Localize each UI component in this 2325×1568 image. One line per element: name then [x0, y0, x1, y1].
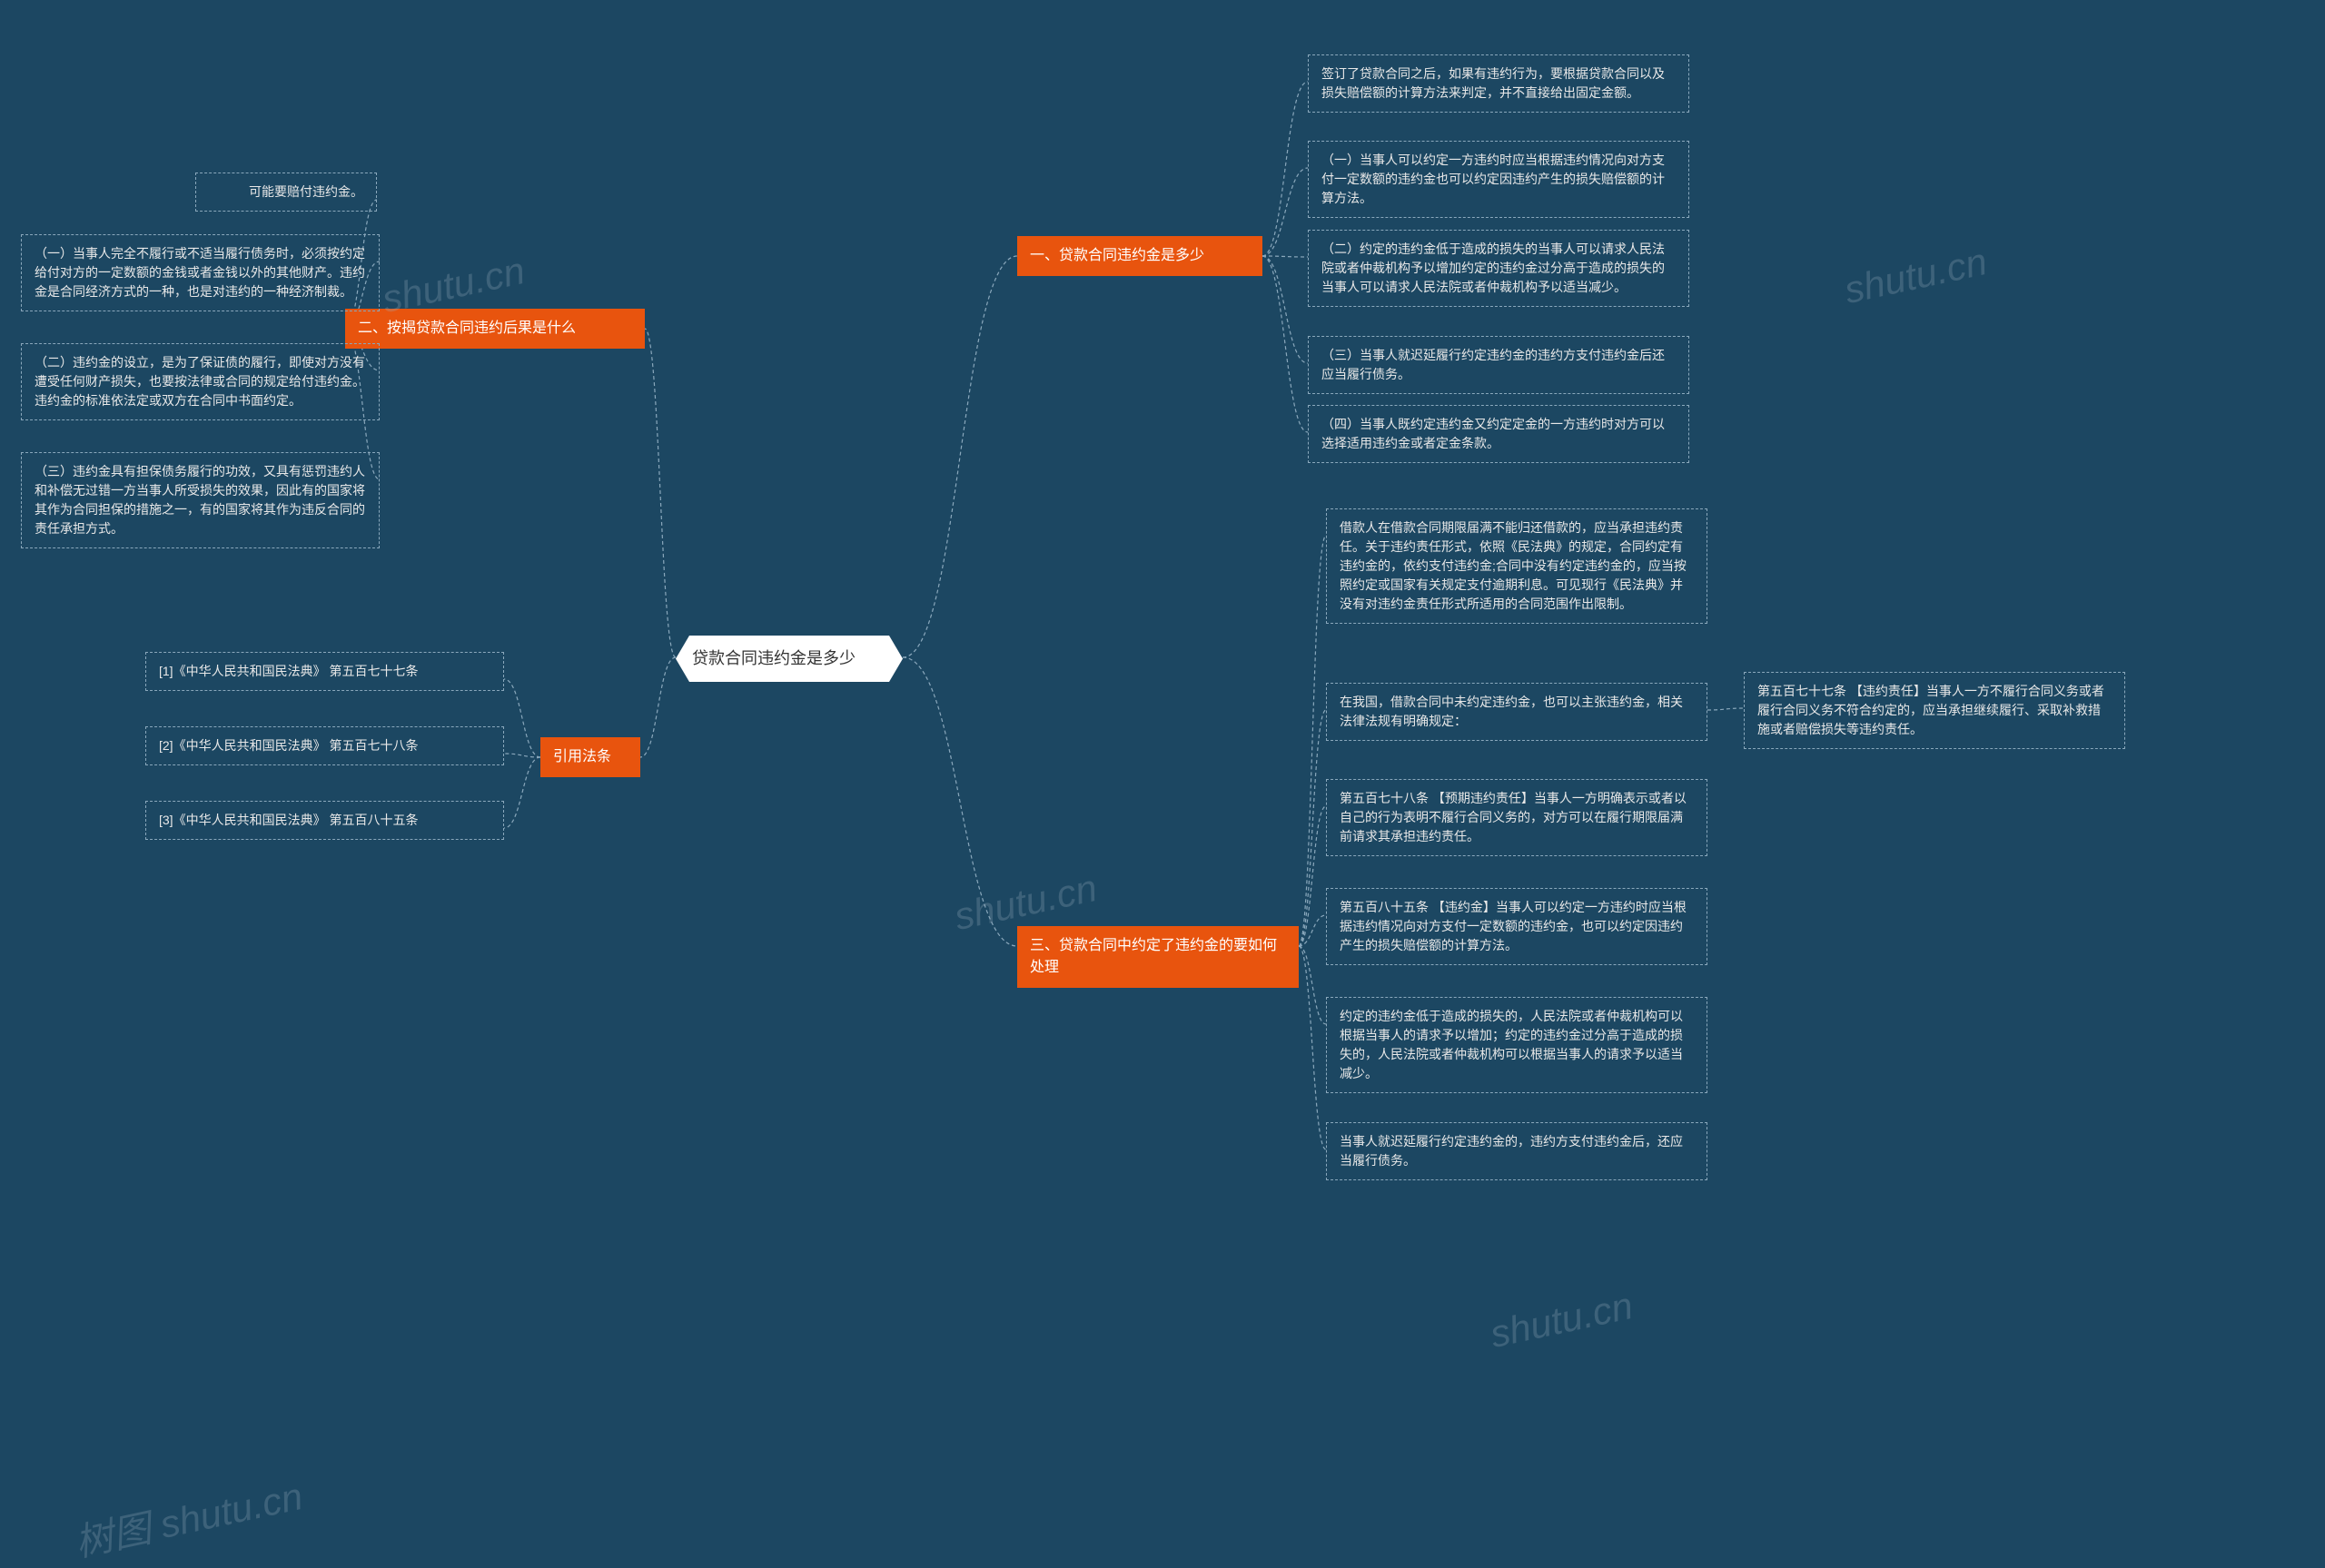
leaf-text: （二）违约金的设立，是为了保证债的履行，即使对方没有遭受任何财产损失，也要按法律… [35, 355, 365, 408]
leaf-text: 约定的违约金低于造成的损失的，人民法院或者仲裁机构可以根据当事人的请求予以增加；… [1340, 1009, 1683, 1080]
leaf-node: 当事人就迟延履行约定违约金的，违约方支付违约金后，还应当履行债务。 [1326, 1122, 1707, 1180]
leaf-text: 当事人就迟延履行约定违约金的，违约方支付违约金后，还应当履行债务。 [1340, 1134, 1683, 1168]
branch-node: 三、贷款合同中约定了违约金的要如何处理 [1017, 926, 1299, 988]
leaf-text: 在我国，借款合同中未约定违约金，也可以主张违约金，相关法律法规有明确规定： [1340, 695, 1683, 728]
leaf-text: （二）约定的违约金低于造成的损失的当事人可以请求人民法院或者仲裁机构予以增加约定… [1321, 242, 1665, 294]
branch-node: 一、贷款合同违约金是多少 [1017, 236, 1262, 276]
leaf-node: 在我国，借款合同中未约定违约金，也可以主张违约金，相关法律法规有明确规定： [1326, 683, 1707, 741]
leaf-node: （四）当事人既约定违约金又约定定金的一方违约时对方可以选择适用违约金或者定金条款… [1308, 405, 1689, 463]
leaf-text: 第五百七十八条 【预期违约责任】当事人一方明确表示或者以自己的行为表明不履行合同… [1340, 791, 1687, 843]
leaf-text: [1]《中华人民共和国民法典》 第五百七十七条 [159, 664, 418, 678]
branch-label: 一、贷款合同违约金是多少 [1030, 248, 1204, 263]
connector-layer [0, 0, 2325, 1539]
leaf-node: 签订了贷款合同之后，如果有违约行为，要根据贷款合同以及损失赔偿额的计算方法来判定… [1308, 54, 1689, 113]
leaf-node: 第五百七十七条 【违约责任】当事人一方不履行合同义务或者履行合同义务不符合约定的… [1744, 672, 2125, 749]
leaf-text: （三）违约金具有担保债务履行的功效，又具有惩罚违约人和补偿无过错一方当事人所受损… [35, 464, 365, 536]
leaf-node: [3]《中华人民共和国民法典》 第五百八十五条 [145, 801, 504, 840]
leaf-text: [3]《中华人民共和国民法典》 第五百八十五条 [159, 813, 418, 827]
branch-label: 三、贷款合同中约定了违约金的要如何处理 [1030, 938, 1277, 975]
leaf-node: [2]《中华人民共和国民法典》 第五百七十八条 [145, 726, 504, 765]
leaf-text: （三）当事人就迟延履行约定违约金的违约方支付违约金后还应当履行债务。 [1321, 348, 1665, 381]
branch-node: 二、按揭贷款合同违约后果是什么 [345, 309, 645, 349]
leaf-node: （一）当事人可以约定一方违约时应当根据违约情况向对方支付一定数额的违约金也可以约… [1308, 141, 1689, 218]
leaf-node: [1]《中华人民共和国民法典》 第五百七十七条 [145, 652, 504, 691]
leaf-node: （一）当事人完全不履行或不适当履行债务时，必须按约定给付对方的一定数额的金钱或者… [21, 234, 380, 311]
branch-label: 引用法条 [553, 749, 611, 764]
leaf-node: （三）违约金具有担保债务履行的功效，又具有惩罚违约人和补偿无过错一方当事人所受损… [21, 452, 380, 548]
leaf-node: 可能要赔付违约金。 [195, 173, 377, 212]
watermark: 树图 shutu.cn [69, 1465, 307, 1568]
leaf-text: （四）当事人既约定违约金又约定定金的一方违约时对方可以选择适用违约金或者定金条款… [1321, 417, 1665, 450]
leaf-node: （二）约定的违约金低于造成的损失的当事人可以请求人民法院或者仲裁机构予以增加约定… [1308, 230, 1689, 307]
leaf-text: 第五百七十七条 【违约责任】当事人一方不履行合同义务或者履行合同义务不符合约定的… [1757, 684, 2104, 736]
leaf-text: [2]《中华人民共和国民法典》 第五百七十八条 [159, 738, 418, 753]
root-label: 贷款合同违约金是多少 [692, 649, 856, 667]
leaf-node: 第五百七十八条 【预期违约责任】当事人一方明确表示或者以自己的行为表明不履行合同… [1326, 779, 1707, 856]
leaf-text: 第五百八十五条 【违约金】当事人可以约定一方违约时应当根据违约情况向对方支付一定… [1340, 900, 1687, 952]
leaf-text: （一）当事人完全不履行或不适当履行债务时，必须按约定给付对方的一定数额的金钱或者… [35, 246, 365, 299]
branch-node: 引用法条 [540, 737, 640, 777]
branch-label: 二、按揭贷款合同违约后果是什么 [358, 321, 576, 336]
leaf-text: 借款人在借款合同期限届满不能归还借款的，应当承担违约责任。关于违约责任形式，依照… [1340, 520, 1687, 611]
root-node: 贷款合同违约金是多少 [676, 636, 903, 682]
leaf-node: 借款人在借款合同期限届满不能归还借款的，应当承担违约责任。关于违约责任形式，依照… [1326, 508, 1707, 624]
watermark: shutu.cn [1487, 1284, 1637, 1356]
leaf-node: （三）当事人就迟延履行约定违约金的违约方支付违约金后还应当履行债务。 [1308, 336, 1689, 394]
watermark: shutu.cn [1841, 240, 1991, 312]
leaf-text: 签订了贷款合同之后，如果有违约行为，要根据贷款合同以及损失赔偿额的计算方法来判定… [1321, 66, 1665, 100]
leaf-text: 可能要赔付违约金。 [249, 184, 363, 199]
leaf-node: 第五百八十五条 【违约金】当事人可以约定一方违约时应当根据违约情况向对方支付一定… [1326, 888, 1707, 965]
leaf-node: 约定的违约金低于造成的损失的，人民法院或者仲裁机构可以根据当事人的请求予以增加；… [1326, 997, 1707, 1093]
leaf-node: （二）违约金的设立，是为了保证债的履行，即使对方没有遭受任何财产损失，也要按法律… [21, 343, 380, 420]
leaf-text: （一）当事人可以约定一方违约时应当根据违约情况向对方支付一定数额的违约金也可以约… [1321, 153, 1665, 205]
